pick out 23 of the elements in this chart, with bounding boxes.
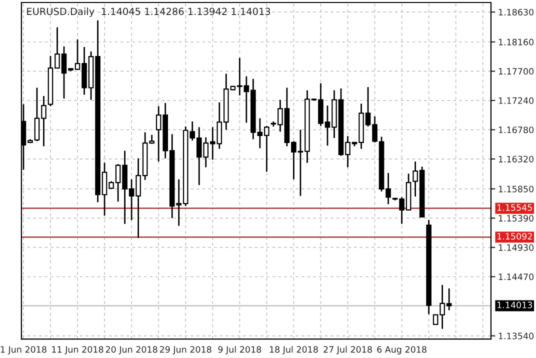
ref-line-label: 1.14013 bbox=[497, 302, 532, 308]
y-tick-label: 1.16320 bbox=[498, 156, 534, 162]
y-tick-label: 1.15850 bbox=[498, 186, 534, 192]
y-tick-label: 1.13540 bbox=[498, 332, 534, 340]
x-tick-label: 1 Jun 2018 bbox=[0, 346, 46, 354]
y-tick-label: 1.18630 bbox=[498, 8, 534, 16]
x-tick-label: 27 Jul 2018 bbox=[324, 346, 372, 354]
y-tick-label: 1.17700 bbox=[498, 68, 534, 75]
ref-line-label: 1.15092 bbox=[497, 233, 532, 240]
x-tick-label: 29 Jun 2018 bbox=[160, 346, 212, 354]
ref-line-label: 1.15545 bbox=[497, 204, 532, 211]
x-tick-label: 9 Jul 2018 bbox=[218, 346, 262, 354]
x-tick-label: 6 Aug 2018 bbox=[377, 346, 426, 354]
y-tick-label: 1.18160 bbox=[498, 38, 534, 46]
x-tick-label: 20 Jun 2018 bbox=[106, 346, 158, 354]
y-tick-label: 1.14930 bbox=[498, 244, 534, 251]
x-tick-label: 11 Jun 2018 bbox=[52, 346, 104, 354]
y-tick-label: 1.15390 bbox=[498, 214, 534, 222]
y-tick-label: 1.17240 bbox=[498, 97, 534, 104]
text: EURUSD.Daily 1.14045 1.14286 1.13942 1.14013 bbox=[27, 8, 270, 17]
x-tick-label: 18 Jul 2018 bbox=[270, 346, 318, 354]
y-tick-label: 1.14470 bbox=[498, 274, 534, 280]
y-tick-label: 1.16780 bbox=[498, 126, 534, 134]
